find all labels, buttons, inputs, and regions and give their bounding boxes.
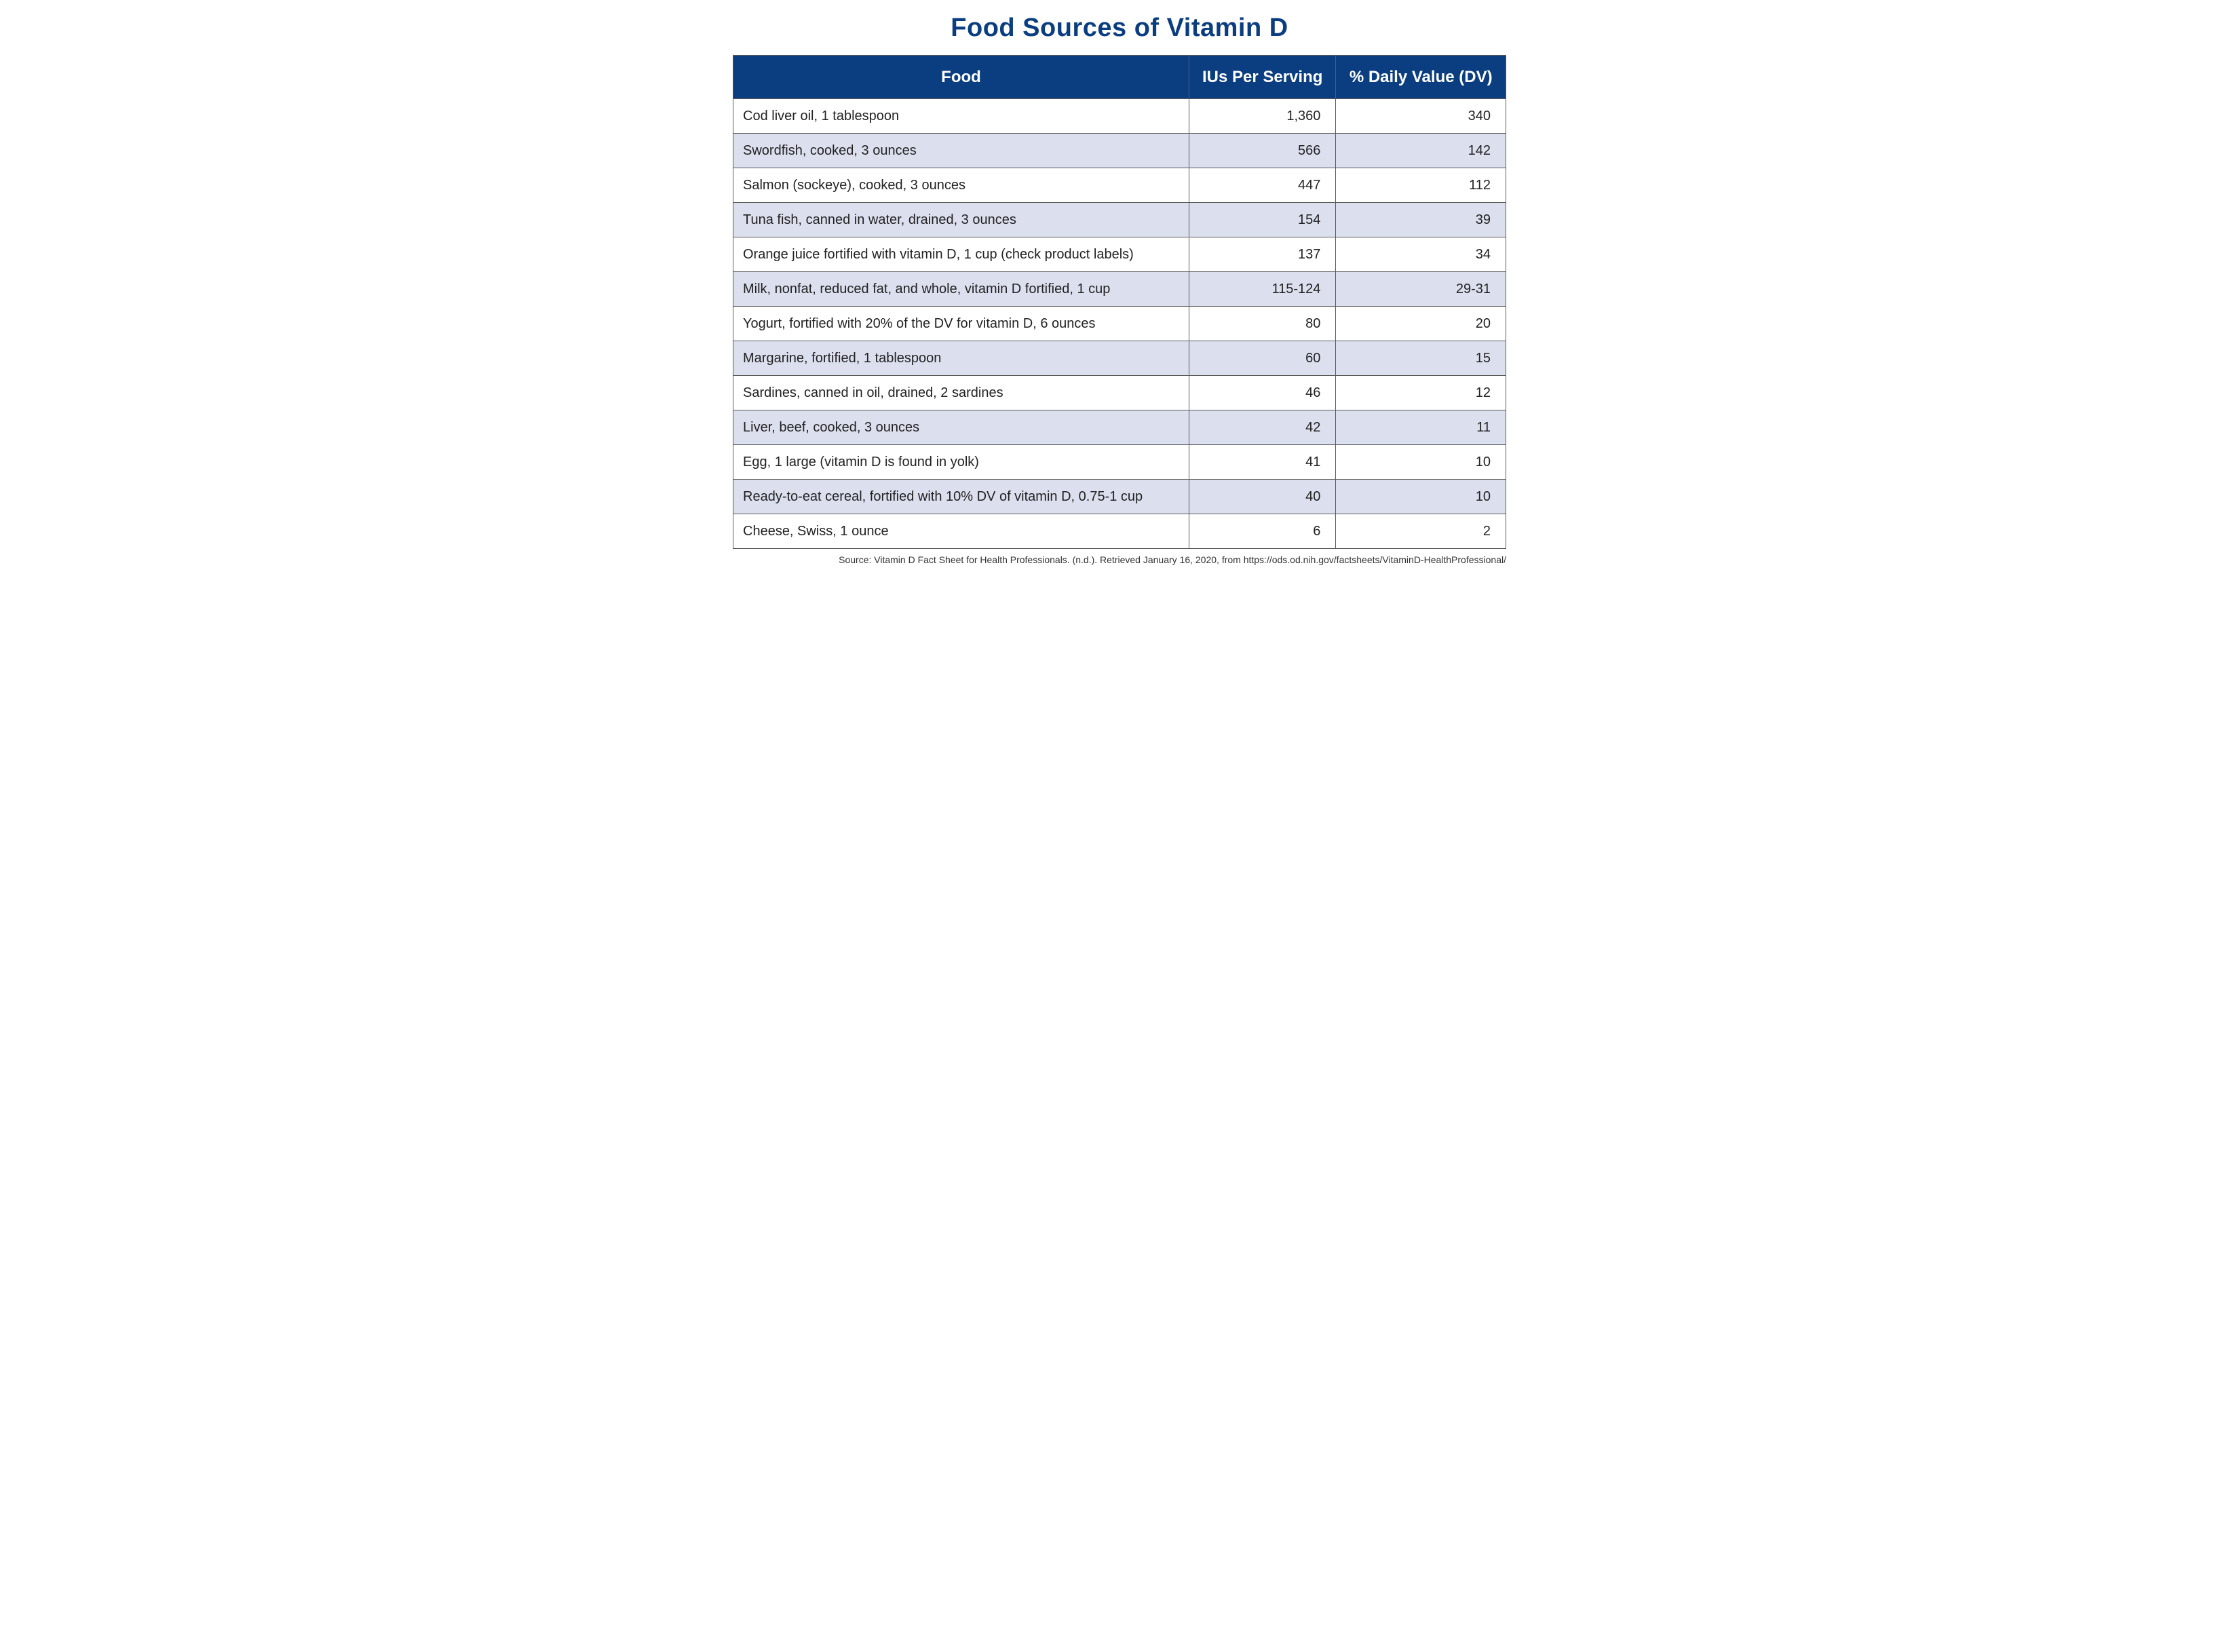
cell-dv: 340: [1336, 99, 1506, 134]
cell-dv: 10: [1336, 445, 1506, 480]
table-body: Cod liver oil, 1 tablespoon1,360340Sword…: [733, 99, 1506, 549]
table-row: Swordfish, cooked, 3 ounces566142: [733, 134, 1506, 168]
cell-ius: 6: [1189, 514, 1336, 549]
table-row: Liver, beef, cooked, 3 ounces4211: [733, 410, 1506, 445]
column-header: % Daily Value (DV): [1336, 56, 1506, 99]
cell-dv: 142: [1336, 134, 1506, 168]
cell-ius: 447: [1189, 168, 1336, 203]
cell-food: Sardines, canned in oil, drained, 2 sard…: [733, 376, 1189, 410]
cell-ius: 566: [1189, 134, 1336, 168]
table-head: FoodIUs Per Serving% Daily Value (DV): [733, 56, 1506, 99]
table-row: Cheese, Swiss, 1 ounce62: [733, 514, 1506, 549]
table-row: Sardines, canned in oil, drained, 2 sard…: [733, 376, 1506, 410]
cell-ius: 60: [1189, 341, 1336, 376]
cell-food: Liver, beef, cooked, 3 ounces: [733, 410, 1189, 445]
table-row: Yogurt, fortified with 20% of the DV for…: [733, 307, 1506, 341]
cell-dv: 11: [1336, 410, 1506, 445]
cell-dv: 15: [1336, 341, 1506, 376]
cell-food: Ready-to-eat cereal, fortified with 10% …: [733, 480, 1189, 514]
cell-ius: 46: [1189, 376, 1336, 410]
table-row: Tuna fish, canned in water, drained, 3 o…: [733, 203, 1506, 237]
cell-food: Salmon (sockeye), cooked, 3 ounces: [733, 168, 1189, 203]
cell-ius: 137: [1189, 237, 1336, 272]
cell-food: Tuna fish, canned in water, drained, 3 o…: [733, 203, 1189, 237]
table-row: Orange juice fortified with vitamin D, 1…: [733, 237, 1506, 272]
table-row: Milk, nonfat, reduced fat, and whole, vi…: [733, 272, 1506, 307]
cell-food: Cheese, Swiss, 1 ounce: [733, 514, 1189, 549]
cell-food: Swordfish, cooked, 3 ounces: [733, 134, 1189, 168]
cell-dv: 34: [1336, 237, 1506, 272]
table-header-row: FoodIUs Per Serving% Daily Value (DV): [733, 56, 1506, 99]
table-row: Ready-to-eat cereal, fortified with 10% …: [733, 480, 1506, 514]
column-header: Food: [733, 56, 1189, 99]
vitamin-d-table: FoodIUs Per Serving% Daily Value (DV) Co…: [733, 55, 1506, 549]
cell-food: Margarine, fortified, 1 tablespoon: [733, 341, 1189, 376]
cell-food: Milk, nonfat, reduced fat, and whole, vi…: [733, 272, 1189, 307]
cell-dv: 29-31: [1336, 272, 1506, 307]
cell-dv: 20: [1336, 307, 1506, 341]
cell-food: Orange juice fortified with vitamin D, 1…: [733, 237, 1189, 272]
table-row: Egg, 1 large (vitamin D is found in yolk…: [733, 445, 1506, 480]
table-row: Salmon (sockeye), cooked, 3 ounces447112: [733, 168, 1506, 203]
cell-ius: 41: [1189, 445, 1336, 480]
page-title: Food Sources of Vitamin D: [733, 14, 1506, 43]
cell-ius: 154: [1189, 203, 1336, 237]
source-citation: Source: Vitamin D Fact Sheet for Health …: [733, 554, 1506, 565]
cell-food: Cod liver oil, 1 tablespoon: [733, 99, 1189, 134]
cell-ius: 40: [1189, 480, 1336, 514]
cell-dv: 112: [1336, 168, 1506, 203]
table-row: Cod liver oil, 1 tablespoon1,360340: [733, 99, 1506, 134]
cell-dv: 39: [1336, 203, 1506, 237]
cell-dv: 10: [1336, 480, 1506, 514]
cell-ius: 42: [1189, 410, 1336, 445]
cell-ius: 80: [1189, 307, 1336, 341]
column-header: IUs Per Serving: [1189, 56, 1336, 99]
table-row: Margarine, fortified, 1 tablespoon6015: [733, 341, 1506, 376]
cell-food: Yogurt, fortified with 20% of the DV for…: [733, 307, 1189, 341]
cell-ius: 1,360: [1189, 99, 1336, 134]
cell-ius: 115-124: [1189, 272, 1336, 307]
cell-dv: 12: [1336, 376, 1506, 410]
cell-dv: 2: [1336, 514, 1506, 549]
cell-food: Egg, 1 large (vitamin D is found in yolk…: [733, 445, 1189, 480]
